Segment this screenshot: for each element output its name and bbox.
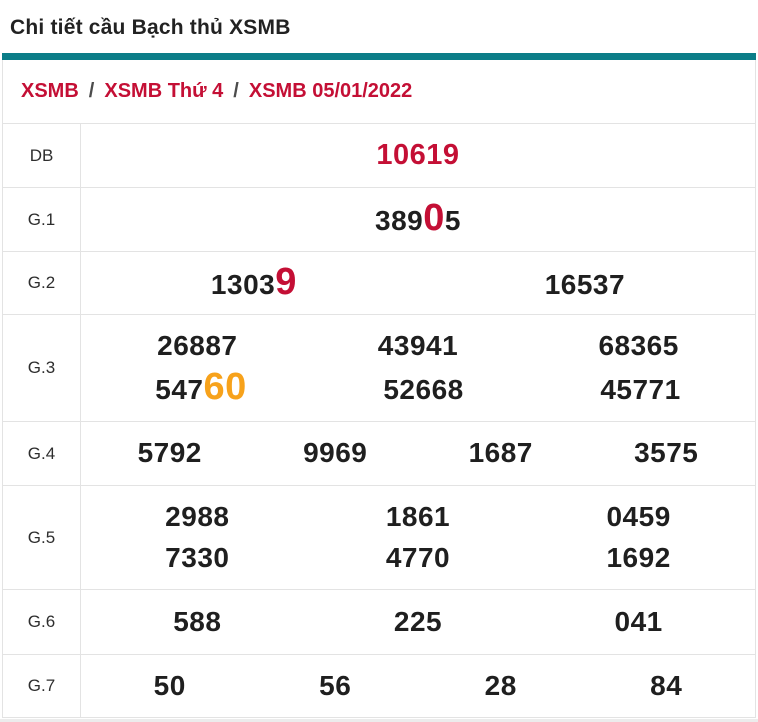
prize-value: 4770 <box>385 541 451 573</box>
prize-cell-g7: 50 56 28 84 <box>81 655 755 717</box>
prize-cell-g5: 2988 1861 0459 7330 4770 1692 <box>81 486 755 589</box>
prize-value: 38905 <box>375 199 461 239</box>
prize-line: 50 56 28 84 <box>87 668 749 704</box>
prize-line: 10619 <box>87 137 749 175</box>
prize-cell-g3: 26887 43941 68365 54760 52668 45771 <box>81 315 755 421</box>
prize-value: 26887 <box>157 329 238 361</box>
breadcrumb-link-xsmb[interactable]: XSMB <box>21 80 79 102</box>
prize-line: 26887 43941 68365 <box>87 328 749 364</box>
results-table: XSMB / XSMB Thứ 4 / XSMB 05/01/2022 DB 1… <box>2 60 756 718</box>
prize-cell-g2: 13039 16537 <box>81 252 755 314</box>
digit-group: 389 <box>375 205 424 237</box>
prize-value: 5792 <box>137 437 202 469</box>
prize-label-g6: G.6 <box>3 590 81 654</box>
prize-label-db: DB <box>3 124 81 187</box>
prize-line: 13039 16537 <box>87 263 749 303</box>
breadcrumb-link-xsmb-thu-4[interactable]: XSMB Thứ 4 <box>104 80 224 102</box>
prize-value: 1861 <box>385 501 451 533</box>
breadcrumb: XSMB / XSMB Thứ 4 / XSMB 05/01/2022 <box>3 60 755 124</box>
prize-value: 0459 <box>606 501 671 533</box>
breadcrumb-link-xsmb-date[interactable]: XSMB 05/01/2022 <box>248 80 413 102</box>
prize-row-g3: G.3 26887 43941 68365 54760 52668 45771 <box>3 315 755 422</box>
prize-value: 1692 <box>606 541 671 573</box>
prize-value: 7330 <box>165 541 230 573</box>
prize-cell-db: 10619 <box>81 124 755 187</box>
prize-line: 7330 4770 1692 <box>87 540 749 576</box>
prize-value: 28 <box>484 669 517 701</box>
prize-value: 3575 <box>634 437 699 469</box>
prize-cell-g1: 38905 <box>81 188 755 251</box>
prize-value: 56 <box>319 669 352 701</box>
prize-value: 2988 <box>165 501 230 533</box>
prize-line: 5792 9969 1687 3575 <box>87 435 749 471</box>
prize-label-g1: G.1 <box>3 188 81 251</box>
prize-value: 68365 <box>598 329 679 361</box>
prize-cell-g6: 588 225 041 <box>81 590 755 654</box>
highlighted-digit: 60 <box>203 366 247 408</box>
prize-label-g5: G.5 <box>3 486 81 589</box>
prize-row-g7: G.7 50 56 28 84 <box>3 655 755 717</box>
prize-value: 50 <box>153 669 186 701</box>
prize-value: 43941 <box>377 329 459 361</box>
prize-value: 225 <box>393 605 443 637</box>
highlighted-digit: 9 <box>275 260 297 303</box>
prize-value: 54760 <box>155 368 247 408</box>
prize-value: 52668 <box>383 374 464 405</box>
digit-group: 547 <box>155 374 204 405</box>
page-title: Chi tiết cầu Bạch thủ XSMB <box>10 16 291 39</box>
prize-cell-g4: 5792 9969 1687 3575 <box>81 422 755 485</box>
breadcrumb-separator: / <box>88 80 95 102</box>
accent-bar <box>2 53 756 60</box>
prize-value: 041 <box>614 605 663 637</box>
footer-strip <box>0 719 758 722</box>
digit-group: 1303 <box>210 268 276 300</box>
prize-line: 54760 52668 45771 <box>87 368 749 408</box>
prize-label-g2: G.2 <box>3 252 81 314</box>
prize-row-g2: G.2 13039 16537 <box>3 252 755 315</box>
prize-value: 45771 <box>600 374 681 405</box>
prize-line: 588 225 041 <box>87 604 749 640</box>
prize-value: 10619 <box>376 138 460 171</box>
prize-row-g1: G.1 38905 <box>3 188 755 252</box>
prize-line: 2988 1861 0459 <box>87 499 749 535</box>
prize-row-g6: G.6 588 225 041 <box>3 590 755 655</box>
prize-row-db: DB 10619 <box>3 124 755 188</box>
digit-group: 5 <box>444 205 461 237</box>
breadcrumb-separator: / <box>233 80 239 102</box>
prize-line: 38905 <box>87 199 749 239</box>
prize-value: 16537 <box>544 268 626 300</box>
prize-row-g4: G.4 5792 9969 1687 3575 <box>3 422 755 486</box>
prize-value: 84 <box>650 669 683 701</box>
prize-label-g3: G.3 <box>3 315 81 421</box>
prize-label-g7: G.7 <box>3 655 81 717</box>
prize-value: 9969 <box>303 437 368 469</box>
prize-row-g5: G.5 2988 1861 0459 7330 4770 1692 <box>3 486 755 590</box>
prize-value: 1687 <box>468 437 533 469</box>
prize-value: 13039 <box>211 263 297 303</box>
prize-value: 588 <box>173 605 222 637</box>
prize-label-g4: G.4 <box>3 422 81 485</box>
highlighted-digit: 0 <box>423 197 445 240</box>
